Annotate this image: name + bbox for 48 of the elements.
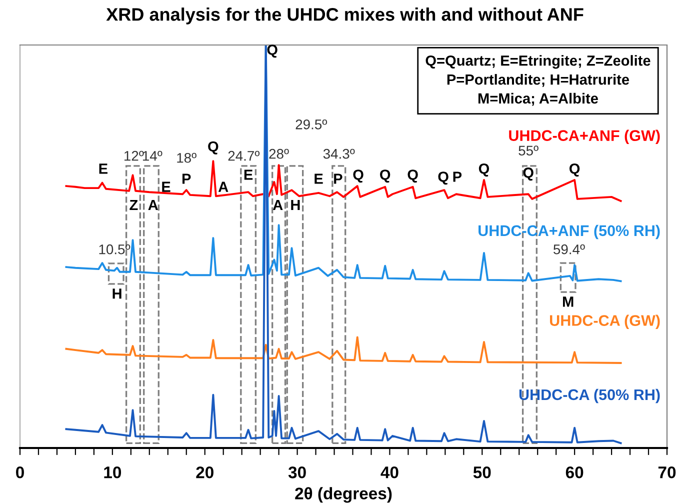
chart-title: XRD analysis for the UHDC mixes with and without ANF [106, 8, 584, 24]
annotation: Q [353, 170, 364, 183]
annotation: Q [408, 170, 418, 183]
annotation: A [218, 182, 228, 192]
x-axis-title: 2θ (degrees) [295, 487, 392, 503]
annotation: 10.5º [99, 244, 130, 254]
annotation: E [99, 164, 108, 174]
annotation: Z [130, 200, 138, 210]
annotation: P [182, 174, 191, 184]
annotation: H [291, 200, 300, 210]
text: UHDC-CA (GW) [550, 314, 660, 329]
series-label: UHDC-CA+ANF (50% RH) [478, 224, 660, 240]
annotation: 12º [124, 150, 144, 161]
annotation: P [334, 174, 342, 184]
annotation: Q [478, 164, 490, 177]
text: UHDC-CA (50% RH) [519, 388, 660, 404]
annotation: 59.4º [554, 244, 585, 254]
annotation: 29.5º [296, 119, 328, 130]
annotation: 28º [269, 148, 289, 159]
annotation: Q [380, 170, 390, 183]
annotation: M [563, 296, 574, 307]
annotation: P [453, 172, 462, 182]
x-tick-label: 20 [196, 466, 214, 478]
text: UHDC-CA+ANF (GW) [509, 130, 660, 144]
annotation: 55º [518, 146, 538, 156]
x-tick-label: 70 [658, 466, 676, 478]
x-tick-label: 40 [380, 466, 398, 478]
annotation: A [148, 200, 158, 210]
annotation: E [244, 170, 253, 180]
annotation: Q [438, 172, 448, 185]
x-tick-label: 0 [16, 466, 24, 478]
annotation: E [162, 182, 170, 192]
annotation: E [314, 174, 323, 184]
annotation: 24.7º [228, 150, 260, 161]
annotation: A [272, 200, 283, 210]
annotation: Q [570, 164, 580, 177]
annotation: Q [523, 168, 534, 181]
x-tick-label: 30 [288, 466, 306, 478]
annotation: Q=Quartz; E=Etringite; Z=Zeolite P=Portlandite; H=Hatrurite M=Mica; A=Albite [426, 55, 650, 106]
annotation: Q [267, 44, 278, 58]
x-tick-label: 60 [566, 466, 584, 478]
x-tick-label: 10 [104, 466, 122, 478]
annotation: 14º [142, 150, 162, 161]
annotation: Q [208, 141, 218, 154]
annotation: 18º [177, 152, 196, 163]
annotation: H [112, 288, 122, 299]
annotation: 34.3º [323, 148, 355, 159]
x-tick-label: 50 [473, 466, 491, 478]
